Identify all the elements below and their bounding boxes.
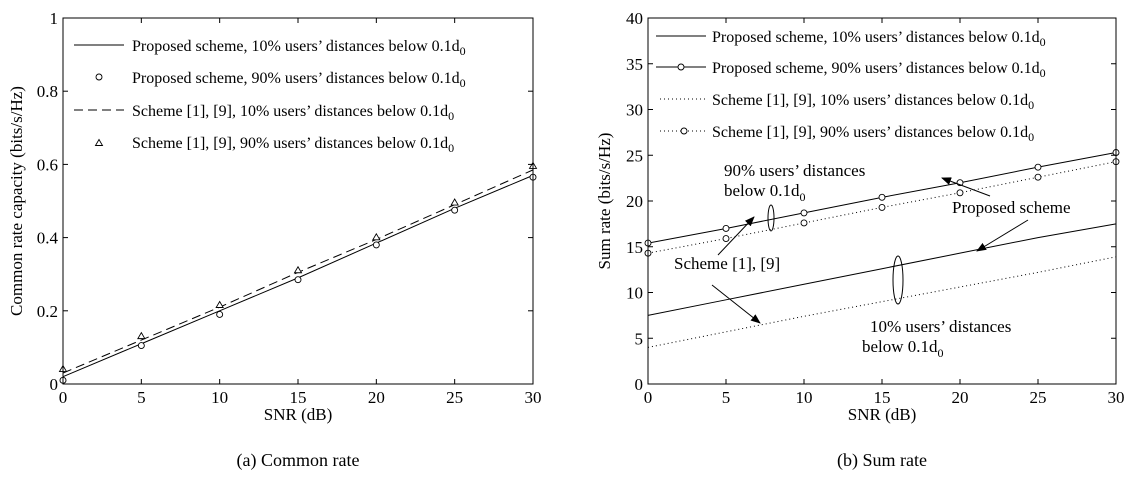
x-tick-label: 25 [446,388,463,407]
data-point-a-2 [216,311,224,318]
panel-a-caption: (a) Common rate [237,450,360,471]
legend-b-sample-4-marker [680,127,688,135]
data-point-a-4 [137,331,146,340]
annotation-proposed: Proposed scheme [952,198,1071,217]
group-ellipse-top [767,204,775,232]
x-tick-label: 10 [211,388,228,407]
x-tick-label: 5 [137,388,146,407]
data-point-a-4 [215,300,224,308]
series-line-b-1 [647,223,1117,316]
legend-b-label-1: Proposed scheme, 10% users’ distances be… [712,29,1046,49]
data-point-a-4 [372,232,381,241]
panel-a-xlabel: SNR (dB) [264,405,332,424]
annotation-scheme: Scheme [1], [9] [674,254,780,273]
y-tick-label: 0.2 [37,302,58,321]
panel-b: 0 5 10 15 20 25 30 0 5 10 15 20 25 30 35 40 SNR (dB) Su… [595,9,1125,471]
data-point-b-4 [722,235,730,242]
annotation-bottom-group-line2: below 0.1d0 [862,337,944,360]
legend-b-label-4: Scheme [1], [9], 90% users’ distances be… [712,124,1034,144]
data-point-b-2 [878,193,886,201]
x-tick-label: 10 [796,388,813,407]
data-point-a-2 [372,241,380,249]
legend-b-label-3: Scheme [1], [9], 10% users’ distances be… [712,92,1034,112]
panel-a-marks [58,161,538,384]
arrow-scheme-lower [711,284,761,324]
data-point-a-4 [450,198,459,206]
data-point-b-4 [1034,173,1042,181]
y-tick-label: 20 [626,192,643,211]
panel-b-ylabel: Sum rate (bits/s/Hz) [595,133,614,270]
x-tick-label: 30 [1108,388,1125,407]
y-tick-label: 1 [50,9,59,28]
panel-b-caption: (b) Sum rate [837,450,927,471]
y-tick-label: 25 [626,146,643,165]
data-point-b-2 [800,209,808,217]
legend-b-sample-2-marker [677,63,685,71]
panel-b-legend: Proposed scheme, 10% users’ distances be… [656,29,1046,144]
data-point-b-4 [878,203,886,211]
panel-a: 0 5 10 15 20 25 30 0 0.2 0.4 0.6 0.8 1 SNR (dB) Comm… [7,9,542,471]
data-point-a-2 [294,276,302,284]
legend-b-label-2: Proposed scheme, 90% users’ distances be… [712,60,1046,80]
panel-b-xlabel: SNR (dB) [848,405,916,424]
panel-b-marks [644,149,1120,348]
panel-a-ylabel: Common rate capacity (bits/s/Hz) [7,86,26,316]
legend-a-label-2: Proposed scheme, 90% users’ distances be… [132,70,466,90]
y-tick-label: 0.6 [37,155,58,174]
x-tick-label: 20 [368,388,385,407]
y-tick-label: 40 [626,9,643,28]
x-tick-label: 30 [525,388,542,407]
y-tick-label: 30 [626,101,643,120]
legend-a-sample-4 [94,138,104,146]
y-tick-label: 5 [635,329,644,348]
data-point-a-2 [137,342,145,350]
annotation-top-group-line1: 90% users’ distances [724,161,865,180]
legend-a-label-4: Scheme [1], [9], 90% users’ distances be… [132,135,454,155]
x-tick-label: 0 [59,388,68,407]
group-ellipse-bottom [892,255,904,305]
y-tick-label: 0 [635,375,644,394]
panel-b-annotations: 90% users’ distances below 0.1d0 Propose… [674,161,1071,360]
x-tick-label: 5 [722,388,731,407]
y-tick-label: 0.4 [37,229,59,248]
x-tick-label: 20 [952,388,969,407]
y-tick-label: 0 [50,375,59,394]
y-tick-label: 0.8 [37,82,58,101]
panel-b-ticks: 0 5 10 15 20 25 30 0 5 10 15 20 25 30 35 40 [626,9,1125,407]
y-tick-label: 10 [626,284,643,303]
x-tick-label: 15 [874,388,891,407]
legend-a-label-3: Scheme [1], [9], 10% users’ distances be… [132,103,454,123]
y-tick-label: 15 [626,238,643,257]
data-point-a-4 [293,265,303,274]
arrow-scheme-upper [717,216,755,256]
arrow-proposed-lower [976,219,1029,252]
data-point-a-2 [451,206,459,214]
y-tick-label: 35 [626,55,643,74]
data-point-b-2 [1034,163,1042,171]
legend-a-label-1: Proposed scheme, 10% users’ distances be… [132,38,466,58]
series-line-a-1 [62,174,534,378]
data-point-b-2 [722,224,730,232]
panel-a-legend: Proposed scheme, 10% users’ distances be… [74,38,466,155]
x-tick-label: 0 [644,388,653,407]
annotation-bottom-group-line1: 10% users’ distances [870,317,1011,336]
panel-a-ticks: 0 5 10 15 20 25 30 0 0.2 0.4 0.6 0.8 1 [37,9,542,407]
data-point-b-4 [956,189,964,197]
legend-a-sample-2 [95,73,103,81]
x-tick-label: 25 [1030,388,1047,407]
annotation-top-group-line2: below 0.1d0 [724,181,806,204]
arrow-proposed-upper [941,177,991,197]
data-point-b-4 [800,219,808,227]
x-tick-label: 15 [290,388,307,407]
